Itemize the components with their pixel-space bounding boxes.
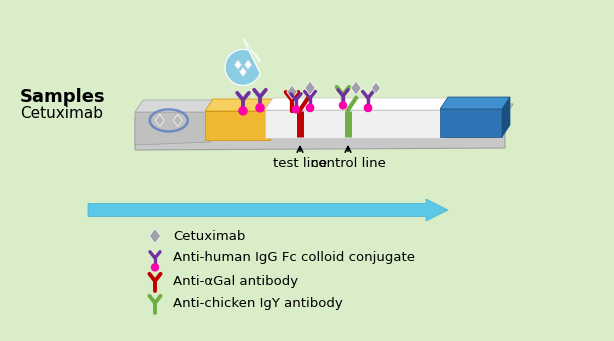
Text: Anti-chicken IgY antibody: Anti-chicken IgY antibody xyxy=(173,297,343,310)
Circle shape xyxy=(340,102,346,109)
Polygon shape xyxy=(135,104,513,118)
Text: control line: control line xyxy=(311,157,386,170)
Polygon shape xyxy=(205,99,278,111)
Circle shape xyxy=(292,106,300,113)
Circle shape xyxy=(306,104,314,112)
Text: test line: test line xyxy=(273,157,327,170)
Polygon shape xyxy=(225,39,260,85)
Circle shape xyxy=(239,107,247,115)
Polygon shape xyxy=(135,112,210,145)
Polygon shape xyxy=(235,60,241,70)
Polygon shape xyxy=(155,114,165,127)
Polygon shape xyxy=(149,228,161,243)
Polygon shape xyxy=(239,67,247,77)
Polygon shape xyxy=(440,97,510,109)
Text: Cetuximab: Cetuximab xyxy=(20,106,103,121)
Circle shape xyxy=(364,104,371,112)
Polygon shape xyxy=(502,97,510,137)
Polygon shape xyxy=(210,100,218,142)
Polygon shape xyxy=(135,100,218,112)
Polygon shape xyxy=(305,81,315,95)
Polygon shape xyxy=(287,85,297,99)
Text: Anti-human IgG Fc colloid conjugate: Anti-human IgG Fc colloid conjugate xyxy=(173,252,415,265)
Polygon shape xyxy=(205,111,270,140)
Circle shape xyxy=(152,264,158,271)
Text: Samples: Samples xyxy=(20,88,106,106)
Text: Anti-αGal antibody: Anti-αGal antibody xyxy=(173,275,298,287)
Polygon shape xyxy=(270,99,278,140)
Polygon shape xyxy=(440,109,502,137)
Polygon shape xyxy=(265,110,445,138)
Text: Cetuximab: Cetuximab xyxy=(173,229,246,242)
Polygon shape xyxy=(135,116,505,150)
Polygon shape xyxy=(351,81,361,95)
Polygon shape xyxy=(244,60,252,70)
Polygon shape xyxy=(265,98,453,110)
FancyArrow shape xyxy=(88,199,448,221)
Circle shape xyxy=(256,104,264,112)
Polygon shape xyxy=(173,114,182,127)
Polygon shape xyxy=(371,82,381,94)
